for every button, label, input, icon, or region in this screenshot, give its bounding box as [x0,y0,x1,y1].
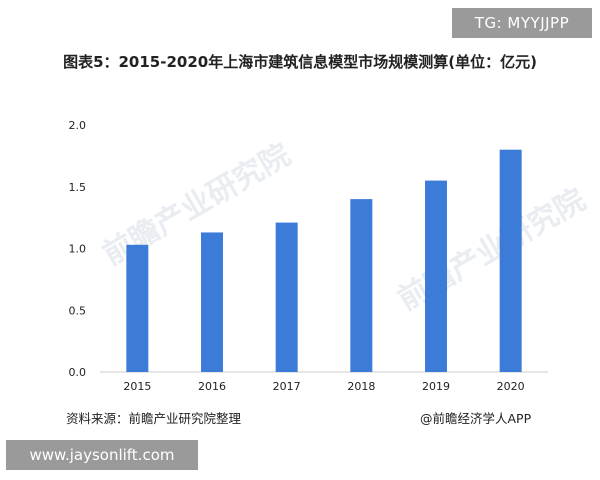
bar-2017 [275,222,298,372]
x-tick-label: 2015 [123,380,151,393]
y-tick-label: 1.5 [69,181,87,194]
bar-2015 [126,244,149,372]
url-badge: www.jaysonlift.com [6,440,198,470]
bar-2018 [350,199,373,372]
bar-2019 [425,180,447,372]
bar-2016 [201,232,223,372]
x-tick-label: 2017 [273,380,301,393]
bar-2020 [499,149,522,372]
x-tick-label: 2016 [198,380,226,393]
chart-title: 图表5：2015-2020年上海市建筑信息模型市场规模测算(单位：亿元) [63,53,537,71]
x-tick-label: 2020 [497,380,525,393]
y-tick-label: 0.0 [69,366,87,379]
y-tick-label: 1.0 [69,243,87,256]
attribution: @前瞻经济学人APP [420,411,532,426]
x-tick-label: 2018 [347,380,375,393]
source-note: 资料来源：前瞻产业研究院整理 [66,411,242,426]
y-tick-label: 0.5 [69,304,87,317]
bar-chart: 0.0 0.5 1.0 1.5 2.0 2015 2016 2017 2018 2019 2020 [69,119,548,393]
tg-badge: TG: MYYJJPP [452,8,592,38]
y-tick-label: 2.0 [69,119,87,132]
x-tick-label: 2019 [422,380,450,393]
